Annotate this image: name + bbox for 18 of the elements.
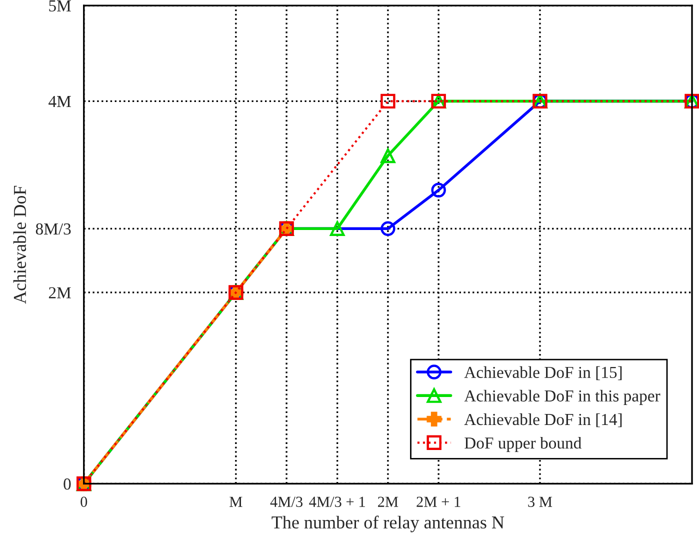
y-tick-label: 8M/3 [36, 223, 71, 235]
legend-label: Achievable DoF in [14] [464, 413, 622, 428]
legend-label: Achievable DoF in [15] [464, 366, 622, 380]
y-tick-label: 0 [64, 478, 71, 490]
x-tick-label: 4M/3 + 1 [309, 496, 365, 507]
legend-label: Achievable DoF in this paper [464, 390, 660, 405]
legend-label: DoF upper bound [464, 436, 582, 452]
y-axis-title: Achievable DoF [13, 186, 26, 304]
y-tick-label: 4M [48, 96, 71, 107]
x-tick-label: M [230, 496, 242, 507]
x-tick-label: 2M [378, 496, 398, 507]
x-tick-label: 3 M [528, 496, 552, 507]
x-tick-label: 2M + 1 [416, 496, 460, 507]
x-tick-label: 4M/3 [270, 496, 302, 507]
x-tick-label: 0 [80, 496, 88, 507]
y-tick-label: 5M [49, 0, 71, 12]
y-tick-label: 2M [48, 287, 71, 298]
x-axis-title: The number of relay antennas N [272, 516, 504, 532]
